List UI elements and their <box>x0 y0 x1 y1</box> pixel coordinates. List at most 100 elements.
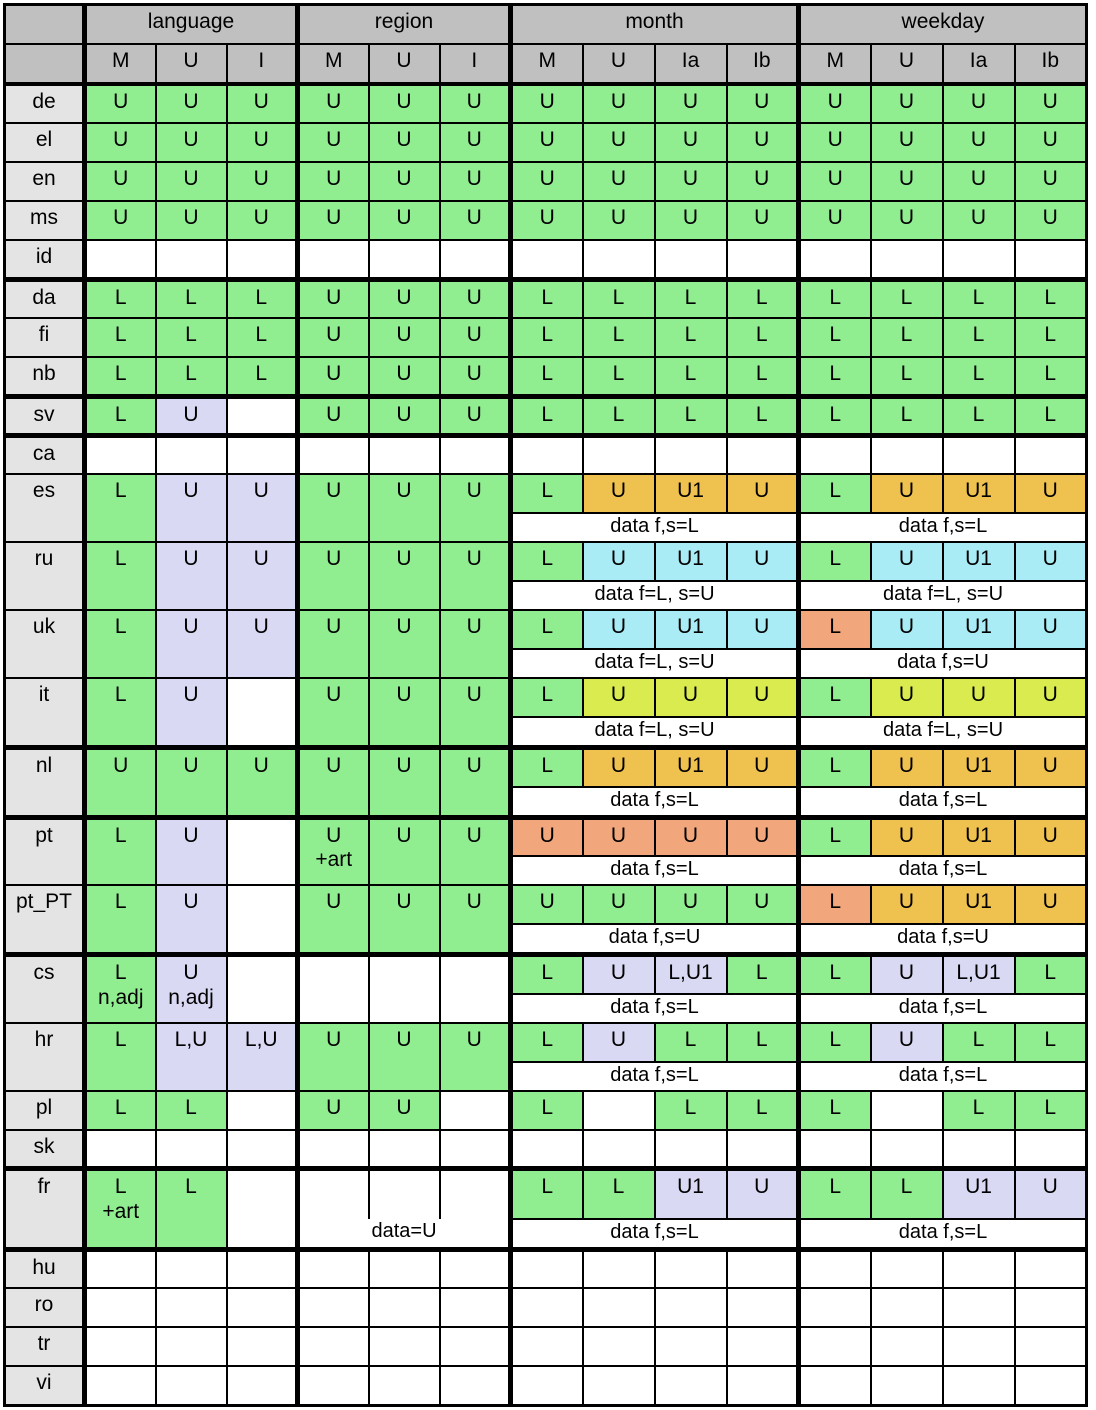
cell <box>941 239 1016 280</box>
cell: U <box>225 200 299 241</box>
cell: U <box>438 745 512 818</box>
cell: L <box>508 356 584 397</box>
cell: L <box>82 393 157 436</box>
note-row: data f,s=L data f,s=L <box>5 512 1088 543</box>
cell: U <box>82 200 157 241</box>
cell: U <box>154 884 228 956</box>
cell <box>581 239 656 280</box>
cell: L <box>796 745 872 788</box>
cell <box>941 1128 1016 1170</box>
cell: U <box>154 393 228 436</box>
note-cell: data f,s=L <box>508 1217 800 1250</box>
cell: U <box>581 677 656 718</box>
note-cell: data f,s=L <box>508 785 800 818</box>
note-cell: data f,s=L <box>796 1060 1088 1092</box>
cell: L <box>796 356 872 397</box>
cell: U <box>869 745 944 788</box>
cell: L <box>82 884 157 956</box>
table-row: ro <box>3 1287 1088 1328</box>
cell <box>438 432 512 475</box>
table-header: language region month weekday M U I M U I M U Ia Ib M U… <box>3 3 1088 86</box>
cell <box>367 1287 441 1328</box>
cell: U <box>869 677 944 718</box>
table-row: id <box>3 239 1088 280</box>
cell <box>941 1246 1016 1289</box>
cell <box>581 1365 656 1406</box>
cell: L <box>225 276 299 319</box>
cell: L <box>1013 356 1088 397</box>
row-label-sk: sk <box>3 1128 87 1170</box>
cell: U1 <box>653 745 728 788</box>
note-cell: data f,s=L <box>508 512 800 543</box>
cell: L <box>941 356 1016 397</box>
cell <box>581 1128 656 1170</box>
column-group-weekday: weekday <box>796 3 1088 45</box>
cell: L <box>796 317 872 358</box>
row-label-sv: sv <box>3 393 87 436</box>
column-group-region: region <box>295 3 512 45</box>
cell: L <box>796 814 872 857</box>
cell: L <box>796 952 872 995</box>
cell <box>225 1287 299 1328</box>
row-label-ru: ru <box>3 541 87 611</box>
row-label-pt_PT: pt_PT <box>3 884 87 956</box>
cell: U <box>581 161 656 202</box>
subheader-weekday-U: U <box>869 43 944 86</box>
subheader-month-M: M <box>508 43 584 86</box>
cell: U <box>438 161 512 202</box>
cell: L <box>725 1089 800 1131</box>
cell: U <box>653 83 728 124</box>
cell: L <box>508 745 584 788</box>
cell: L <box>154 317 228 358</box>
cell <box>725 1128 800 1170</box>
cell: U <box>367 161 441 202</box>
cell <box>581 1089 656 1131</box>
cell: L <box>82 473 157 543</box>
table-row: de U U U U U U U U U U U U U U <box>3 83 1088 124</box>
cell: U <box>725 200 800 241</box>
cell: U <box>508 200 584 241</box>
cell: U <box>154 83 228 124</box>
row-label-nl: nl <box>3 745 87 818</box>
cell: L <box>653 393 728 436</box>
cell <box>154 1246 228 1289</box>
cell: U <box>295 541 370 611</box>
cell: L <box>725 276 800 319</box>
row-label-el: el <box>3 122 87 163</box>
row-label-da: da <box>3 276 87 319</box>
column-group-language: language <box>82 3 299 45</box>
cell <box>225 1365 299 1406</box>
cell <box>725 1365 800 1406</box>
cell: L <box>653 276 728 319</box>
cell: U <box>225 161 299 202</box>
cell: U <box>438 276 512 319</box>
cell: U <box>225 83 299 124</box>
cell <box>653 239 728 280</box>
cell <box>225 1128 299 1170</box>
cell: U <box>438 393 512 436</box>
cell: U <box>1013 609 1088 650</box>
cell: U <box>581 1021 656 1063</box>
row-label-fr: fr <box>3 1166 87 1250</box>
row-label-ms: ms <box>3 200 87 241</box>
cell: L <box>508 473 584 514</box>
cell <box>295 239 370 280</box>
table-row: hr L L,U L,U U U U L U L L L U L L <box>3 1021 1088 1092</box>
cell <box>1013 1365 1088 1406</box>
cell: U <box>508 814 584 857</box>
note-cell: data f=L, s=U <box>796 716 1088 749</box>
cell <box>82 1365 157 1406</box>
table-row: pt_PT L U U U U U U U U L U U1 U <box>3 884 1088 956</box>
cell <box>154 239 228 280</box>
cell: U1 <box>941 745 1016 788</box>
cell: L <box>581 356 656 397</box>
cell: L <box>1013 1089 1088 1131</box>
row-label-hr: hr <box>3 1021 87 1092</box>
cell <box>225 1166 299 1250</box>
subheader-region-U: U <box>367 43 441 86</box>
cell: U <box>725 609 800 650</box>
cell: L <box>508 317 584 358</box>
cell: L <box>869 1166 944 1220</box>
cell: U <box>295 276 370 319</box>
